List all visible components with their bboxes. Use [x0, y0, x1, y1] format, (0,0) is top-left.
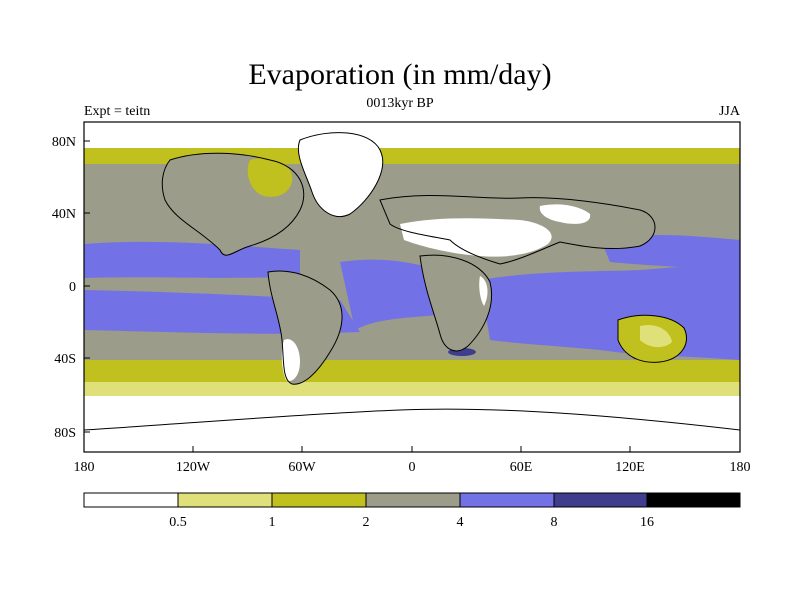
antarctic-region — [84, 390, 740, 452]
arctic-cap — [84, 122, 740, 152]
north-tropical-pacific — [84, 241, 300, 278]
figure-subtitle: 0013kyr BP — [366, 96, 434, 111]
lon-tick-0: 0 — [409, 460, 416, 475]
colorbar-bin-2 — [271, 492, 367, 508]
colorbar-bin-0 — [83, 492, 179, 508]
patagonia-white — [281, 339, 300, 382]
colorbar-label-0: 0.5 — [169, 515, 187, 530]
lon-axis: 180 120W 60W 0 60E 120E 180 — [74, 446, 751, 475]
south-olive-band — [84, 360, 740, 382]
colorbar-bin-3 — [365, 492, 461, 508]
lat-tick-80n: 80N — [52, 135, 76, 150]
colorbar-label-1: 1 — [269, 515, 276, 530]
greenland — [298, 132, 383, 217]
lon-tick-60w: 60W — [288, 460, 316, 475]
figure-title: Evaporation (in mm/day) — [248, 58, 552, 91]
colorbar-label-2: 2 — [363, 515, 370, 530]
lon-tick-120w: 120W — [176, 460, 211, 475]
lon-tick-120e: 120E — [615, 460, 645, 475]
experiment-label: Expt = teitn — [84, 104, 151, 119]
lon-tick-180w: 180 — [74, 460, 95, 475]
evaporation-field — [84, 122, 740, 452]
colorbar-bin-6 — [646, 492, 741, 508]
lon-tick-60e: 60E — [510, 460, 533, 475]
colorbar: 0.5 1 2 4 8 16 — [83, 492, 741, 530]
lat-tick-0: 0 — [69, 280, 76, 295]
sahara-arabia-dry — [400, 218, 552, 257]
east-africa-dry — [479, 276, 488, 306]
lat-axis: 80N 40N 0 40S 80S — [52, 135, 90, 441]
australia-interior — [640, 324, 672, 348]
lat-tick-40s: 40S — [54, 352, 76, 367]
colorbar-bin-4 — [459, 492, 555, 508]
colorbar-bin-1 — [177, 492, 273, 508]
season-label: JJA — [718, 104, 740, 119]
south-pale-band — [84, 378, 740, 396]
lat-tick-80s: 80S — [54, 426, 76, 441]
africa-land — [420, 255, 492, 351]
colorbar-label-4: 8 — [551, 515, 558, 530]
colorbar-bin-5 — [553, 492, 648, 508]
canada-olive — [247, 157, 293, 197]
lat-tick-40n: 40N — [52, 207, 76, 222]
lon-tick-180e: 180 — [730, 460, 751, 475]
coastlines — [84, 132, 740, 431]
colorbar-label-5: 16 — [640, 515, 654, 530]
central-asia-dry — [539, 204, 591, 224]
colorbar-label-3: 4 — [457, 515, 464, 530]
